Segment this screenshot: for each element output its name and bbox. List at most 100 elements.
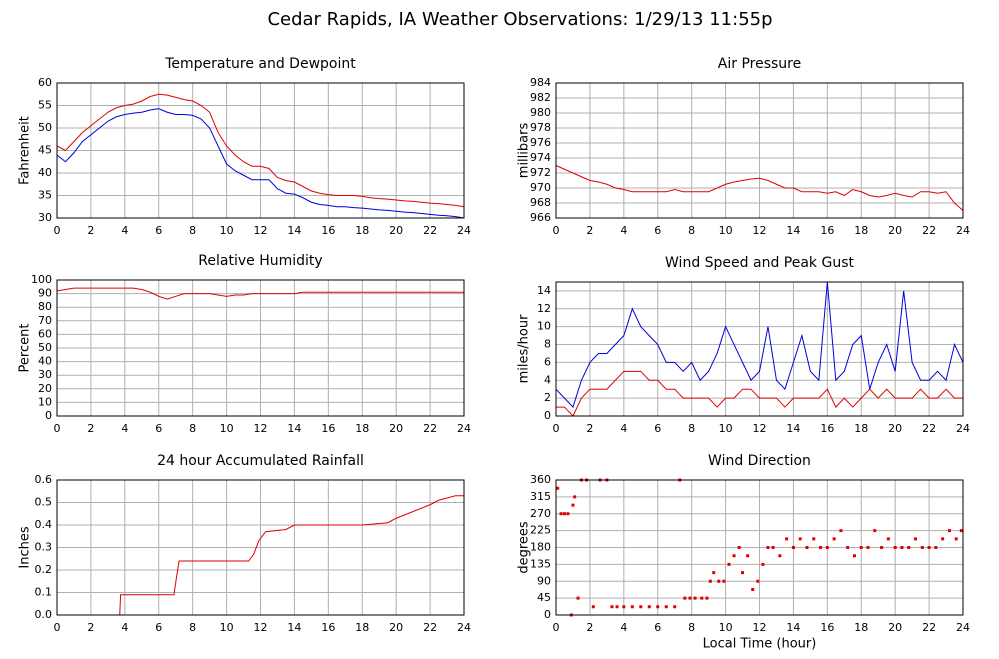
x-tick-label: 16	[820, 621, 834, 634]
x-tick-label: 10	[719, 422, 733, 435]
y-tick-label: 966	[530, 211, 551, 224]
data-line	[555, 165, 964, 211]
data-point	[722, 579, 726, 583]
y-tick-label: 984	[530, 76, 551, 89]
data-point	[959, 529, 963, 533]
x-tick-label: 18	[854, 621, 868, 634]
data-point	[566, 512, 570, 516]
x-tick-label: 4	[121, 224, 128, 237]
x-tick-label: 8	[688, 422, 695, 435]
data-point	[954, 537, 958, 541]
y-tick-label: 0	[544, 409, 551, 422]
data-point	[920, 546, 924, 549]
data-point	[737, 546, 741, 549]
data-point	[576, 596, 580, 600]
x-tick-label: 12	[753, 422, 767, 435]
data-point	[610, 605, 614, 609]
x-tick-label: 14	[786, 422, 800, 435]
x-tick-label: 24	[956, 621, 970, 634]
x-tick-label: 0	[54, 224, 61, 237]
y-axis-label: millibars	[517, 123, 532, 179]
x-tick-label: 24	[457, 422, 471, 435]
plot-frame	[555, 479, 964, 616]
x-axis-label: Local Time (hour)	[703, 637, 817, 652]
data-point	[664, 605, 668, 609]
data-point	[846, 546, 850, 549]
y-tick-label: 0	[45, 409, 52, 422]
x-tick-label: 12	[254, 224, 268, 237]
x-tick-label: 10	[719, 224, 733, 237]
data-point	[947, 529, 951, 533]
data-point	[778, 554, 782, 558]
data-point	[819, 546, 823, 549]
y-tick-label: 968	[530, 196, 551, 209]
x-tick-label: 16	[321, 422, 335, 435]
x-tick-label: 18	[355, 621, 369, 634]
data-line	[555, 281, 964, 409]
data-point	[647, 605, 651, 609]
x-tick-label: 4	[121, 621, 128, 634]
data-point	[673, 605, 677, 609]
y-tick-label: 0.0	[35, 608, 53, 621]
x-tick-label: 12	[254, 422, 268, 435]
x-tick-label: 10	[220, 621, 234, 634]
x-tick-label: 12	[753, 621, 767, 634]
x-tick-label: 8	[688, 224, 695, 237]
y-tick-label: 315	[530, 490, 551, 503]
x-tick-label: 16	[321, 224, 335, 237]
y-tick-label: 976	[530, 136, 551, 149]
data-point	[639, 605, 643, 609]
x-tick-label: 16	[820, 422, 834, 435]
data-point	[866, 546, 870, 549]
x-tick-label: 8	[189, 422, 196, 435]
y-axis-label: Inches	[18, 526, 33, 568]
x-tick-label: 16	[820, 224, 834, 237]
data-line	[556, 370, 963, 417]
data-point	[615, 605, 619, 609]
data-point	[630, 605, 634, 609]
x-tick-label: 16	[321, 621, 335, 634]
y-tick-label: 40	[38, 355, 52, 368]
x-tick-label: 20	[888, 621, 902, 634]
y-axis-label: Percent	[18, 324, 33, 373]
y-tick-label: 30	[38, 211, 52, 224]
x-tick-label: 18	[854, 224, 868, 237]
x-tick-label: 2	[586, 621, 593, 634]
data-line	[56, 108, 465, 219]
y-tick-label: 10	[38, 395, 52, 408]
y-tick-label: 970	[530, 181, 551, 194]
x-tick-label: 20	[389, 224, 403, 237]
data-point	[839, 529, 843, 533]
y-tick-label: 10	[537, 320, 551, 333]
x-tick-label: 12	[753, 224, 767, 237]
y-tick-label: 8	[544, 338, 551, 351]
x-tick-label: 0	[553, 422, 560, 435]
x-tick-label: 2	[586, 224, 593, 237]
data-point	[873, 529, 877, 533]
data-point	[727, 562, 731, 566]
y-tick-label: 60	[38, 76, 52, 89]
data-point	[756, 579, 760, 583]
data-point	[717, 579, 721, 583]
data-point	[825, 546, 829, 549]
y-tick-label: 4	[544, 373, 551, 386]
y-tick-label: 30	[38, 368, 52, 381]
data-point	[852, 554, 856, 558]
data-point	[907, 546, 911, 549]
data-point	[941, 537, 945, 541]
x-tick-label: 10	[220, 224, 234, 237]
y-tick-label: 360	[530, 473, 551, 486]
x-tick-label: 10	[220, 422, 234, 435]
data-point	[712, 571, 716, 575]
y-tick-label: 0	[544, 608, 551, 621]
x-tick-label: 24	[956, 422, 970, 435]
y-axis-label: degrees	[517, 521, 532, 574]
data-point	[562, 512, 566, 516]
data-point	[741, 571, 745, 575]
x-tick-label: 2	[87, 422, 94, 435]
y-tick-label: 974	[530, 151, 551, 164]
x-tick-label: 6	[155, 422, 162, 435]
x-tick-label: 14	[786, 621, 800, 634]
y-tick-label: 980	[530, 106, 551, 119]
y-tick-label: 270	[530, 507, 551, 520]
